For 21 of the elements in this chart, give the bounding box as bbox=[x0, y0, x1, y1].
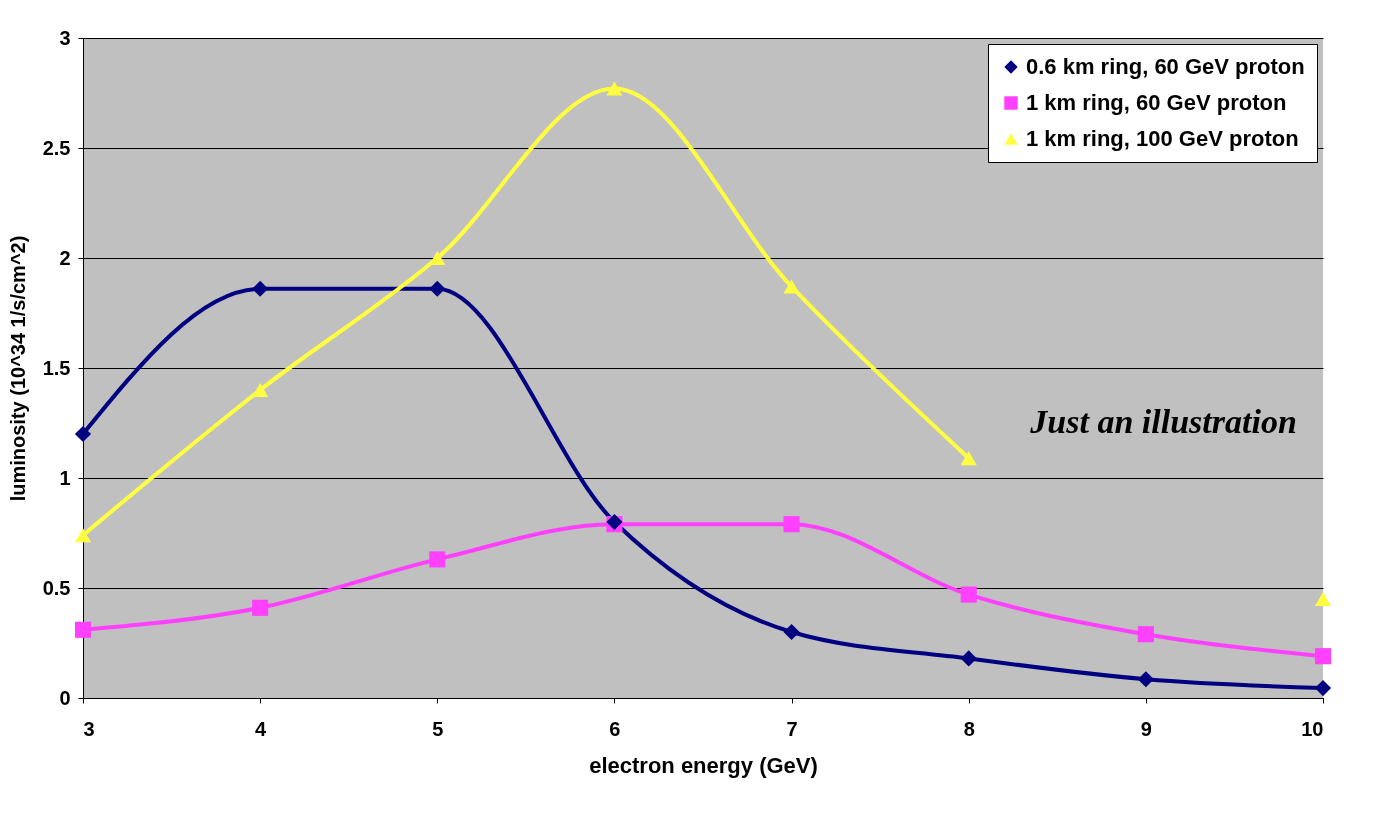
annotation: Just an illustration bbox=[1029, 403, 1297, 440]
legend-label: 1 km ring, 100 GeV proton bbox=[1026, 126, 1299, 151]
y-tick-label: 1.5 bbox=[42, 356, 71, 379]
x-axis-title: electron energy (GeV) bbox=[589, 752, 818, 778]
x-tick-label: 10 bbox=[1301, 717, 1324, 740]
x-tick-label: 4 bbox=[255, 717, 268, 740]
legend-label: 1 km ring, 60 GeV proton bbox=[1026, 90, 1287, 115]
y-tick-label: 1 bbox=[59, 466, 71, 489]
x-tick-label: 3 bbox=[83, 717, 95, 740]
x-tick-label: 7 bbox=[786, 717, 798, 740]
x-tick-label: 8 bbox=[963, 717, 975, 740]
y-tick-label: 2 bbox=[59, 246, 71, 269]
x-tick-label: 6 bbox=[609, 717, 621, 740]
legend-label: 0.6 km ring, 60 GeV proton bbox=[1026, 54, 1305, 79]
y-axis-title: luminosity (10^34 1/s/cm^2) bbox=[6, 235, 29, 502]
y-tick-label: 0.5 bbox=[42, 576, 71, 599]
y-tick-label: 0 bbox=[59, 686, 71, 709]
x-tick-label: 9 bbox=[1140, 717, 1152, 740]
y-tick-label: 3 bbox=[59, 26, 71, 49]
x-tick-label: 5 bbox=[432, 717, 444, 740]
y-tick-label: 2.5 bbox=[42, 136, 71, 159]
